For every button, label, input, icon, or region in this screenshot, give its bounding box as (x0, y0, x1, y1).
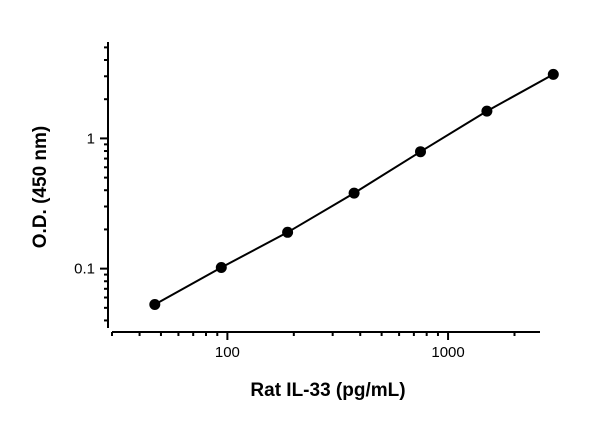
x-axis: 100 1000 (111, 331, 540, 361)
x-major-ticks: 100 1000 (215, 332, 465, 361)
series-layer (149, 68, 559, 310)
y-tick-label: 1 (87, 130, 95, 147)
x-tick-label: 100 (215, 344, 240, 361)
data-point (348, 187, 360, 199)
data-point (215, 262, 227, 273)
data-point (415, 146, 426, 158)
y-axis-title: O.D. (450 nm) (30, 126, 51, 248)
x-minor-ticks (111, 332, 516, 336)
y-minor-ticks (104, 46, 108, 322)
data-point (547, 68, 559, 80)
data-point (149, 299, 161, 310)
y-major-ticks: 0.11 (74, 130, 108, 278)
x-axis-title: Rat IL-33 (pg/mL) (250, 380, 405, 401)
y-tick-label: 0.1 (74, 261, 95, 278)
y-axis: 0.11 (74, 42, 109, 328)
data-point (282, 226, 294, 238)
data-point (481, 105, 493, 117)
x-tick-label: 1000 (431, 344, 464, 361)
